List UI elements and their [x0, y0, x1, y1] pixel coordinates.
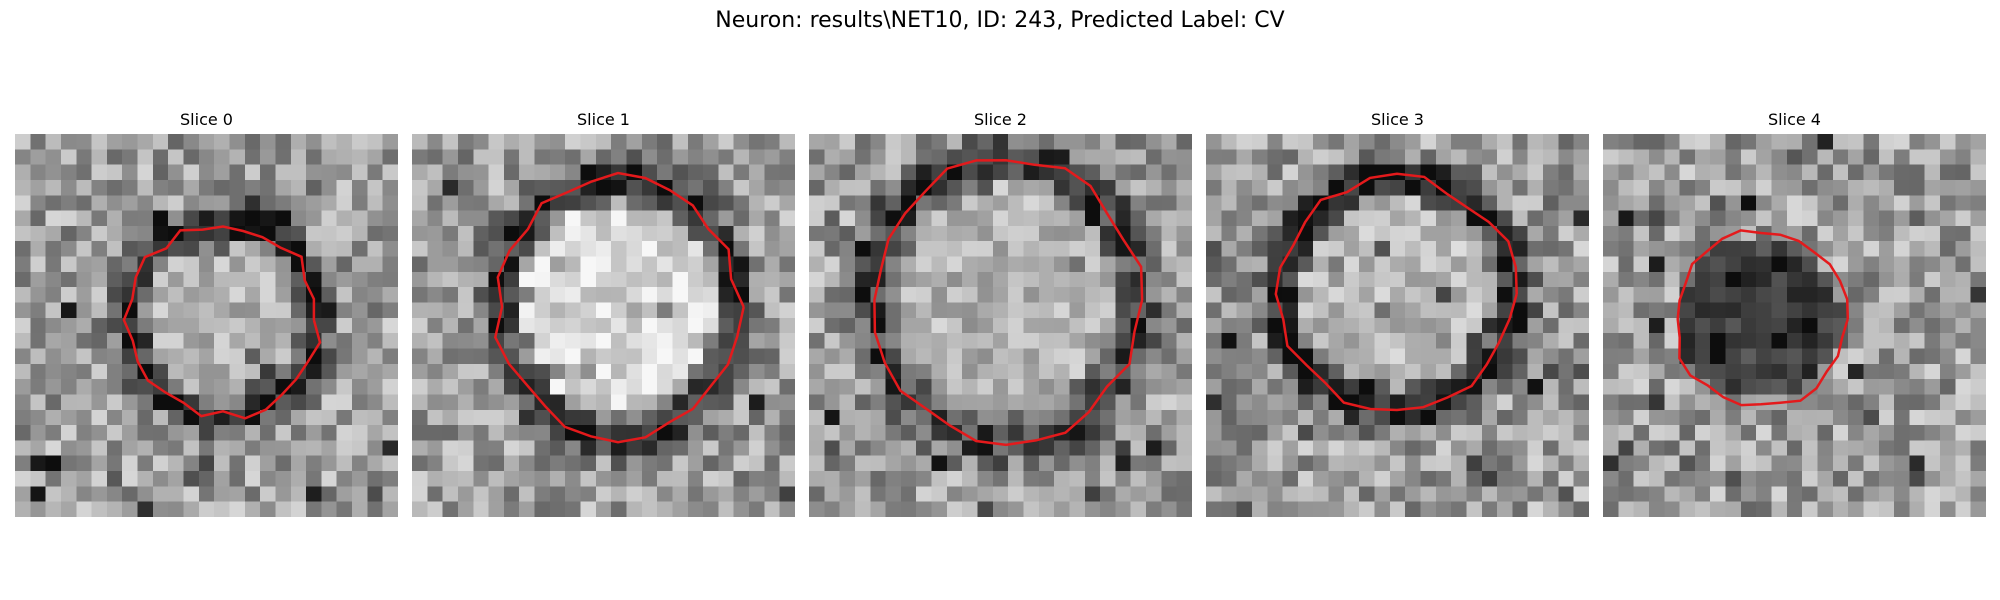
segmentation-overlay	[1274, 172, 1518, 412]
slice-title-2: Slice 2	[974, 110, 1027, 129]
microscopy-image	[1206, 134, 1589, 517]
slice-title-0: Slice 0	[180, 110, 233, 129]
segmentation-overlay	[873, 159, 1144, 447]
segmentation-contour	[1676, 229, 1850, 407]
segmentation-contour	[122, 225, 322, 420]
microscopy-image	[809, 134, 1192, 517]
segmentation-overlay	[122, 225, 322, 420]
slice-image-0	[15, 134, 398, 517]
slice-title-4: Slice 4	[1768, 110, 1821, 129]
microscopy-image	[1603, 134, 1986, 517]
figure-title: Neuron: results\NET10, ID: 243, Predicte…	[715, 8, 1285, 33]
slice-image-4	[1603, 134, 1986, 517]
slice-image-2	[809, 134, 1192, 517]
segmentation-contour	[873, 159, 1144, 447]
slice-image-1	[412, 134, 795, 517]
slice-title-3: Slice 3	[1371, 110, 1424, 129]
slice-image-3	[1206, 134, 1589, 517]
microscopy-image	[412, 134, 795, 517]
segmentation-contour	[1274, 172, 1518, 412]
slice-title-1: Slice 1	[577, 110, 630, 129]
segmentation-overlay	[1676, 229, 1850, 407]
segmentation-contour	[493, 171, 745, 444]
segmentation-overlay	[493, 171, 745, 444]
microscopy-image	[15, 134, 398, 517]
